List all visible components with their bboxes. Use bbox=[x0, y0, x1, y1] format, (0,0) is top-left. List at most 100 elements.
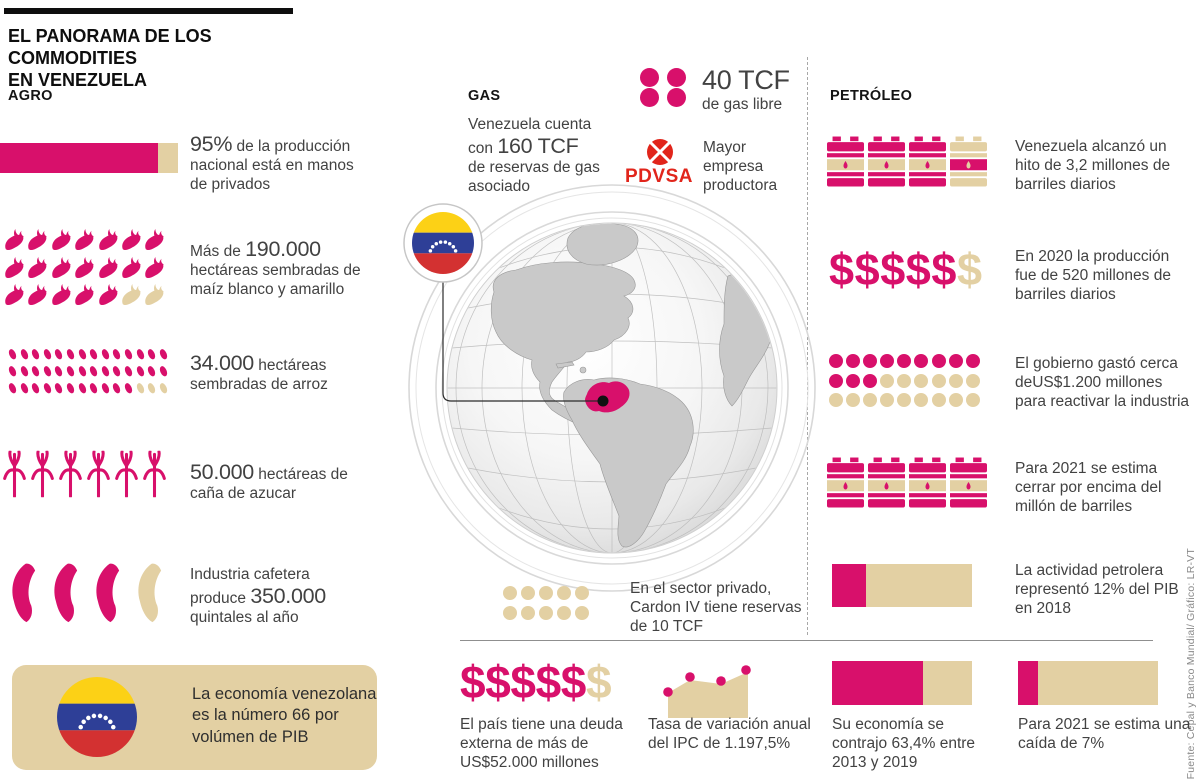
rice-icon bbox=[20, 364, 29, 379]
cardon-text: En el sector privado, Cardon IV tiene re… bbox=[630, 580, 802, 635]
venezuela-highlight bbox=[585, 381, 630, 413]
corn-icon bbox=[27, 255, 48, 280]
dot-icon bbox=[539, 606, 553, 620]
corn-icon bbox=[144, 227, 165, 252]
deuda-text: El país tiene una deuda externa de más d… bbox=[460, 716, 623, 771]
bottom-separator bbox=[460, 640, 1153, 641]
barrels-pictogram-hito bbox=[827, 136, 991, 187]
rice-icon bbox=[124, 381, 133, 396]
pib-bar bbox=[832, 564, 972, 607]
contraccion-bar bbox=[832, 661, 972, 705]
cane-icon bbox=[30, 448, 55, 500]
rice-icon bbox=[54, 381, 63, 396]
hito-text: Venezuela alcanzó un hito de 3,2 millone… bbox=[1015, 138, 1171, 193]
corn-icon bbox=[4, 255, 25, 280]
dots-pictogram-gasto bbox=[829, 354, 983, 413]
bean-icon bbox=[47, 561, 82, 625]
corn-icon bbox=[98, 282, 119, 307]
rice-icon bbox=[66, 364, 75, 379]
caida-bar bbox=[1018, 661, 1158, 705]
rice-icon bbox=[147, 381, 156, 396]
ipc-data-point bbox=[685, 672, 695, 682]
corn-icon bbox=[51, 255, 72, 280]
north-america bbox=[490, 261, 636, 427]
dot-icon bbox=[557, 606, 571, 620]
dot-icon bbox=[846, 393, 860, 407]
dot-icon bbox=[914, 393, 928, 407]
dollar-icon: $ bbox=[535, 656, 562, 708]
dot-icon bbox=[966, 354, 980, 368]
rice-icon bbox=[54, 347, 63, 362]
stat-number: 190.000 bbox=[245, 237, 321, 261]
location-dot bbox=[597, 395, 609, 407]
bean-icon bbox=[131, 561, 166, 625]
corn-icon bbox=[51, 227, 72, 252]
dollar-icon: $ bbox=[931, 244, 956, 295]
greenland bbox=[566, 223, 639, 266]
dot-icon bbox=[503, 606, 517, 620]
stat-number: 40 TCF bbox=[702, 65, 790, 95]
rice-icon bbox=[43, 381, 52, 396]
corn-icon bbox=[27, 227, 48, 252]
cane-icon bbox=[2, 448, 27, 500]
ipc-data-point bbox=[663, 687, 673, 697]
dot-icon bbox=[880, 354, 894, 368]
dot-icon bbox=[829, 393, 843, 407]
corn-icon bbox=[27, 282, 48, 307]
ipc-area bbox=[668, 672, 748, 718]
corn-icon bbox=[74, 227, 95, 252]
dot-icon bbox=[880, 393, 894, 407]
rice-icon bbox=[112, 364, 121, 379]
caida-text: Para 2021 se estima una caída de 7% bbox=[1018, 716, 1191, 752]
rice-icon bbox=[124, 364, 133, 379]
gas-reserves-text: Venezuela cuenta con 160 TCF de reservas… bbox=[468, 116, 600, 195]
barrels-pictogram-2021 bbox=[827, 457, 991, 508]
cane-icon bbox=[114, 448, 139, 500]
dollar-icon: $ bbox=[829, 244, 854, 295]
rice-icon bbox=[78, 347, 87, 362]
rice-icon bbox=[147, 347, 156, 362]
venezuela-flag-badge bbox=[412, 212, 474, 274]
stat-number: 95% bbox=[190, 132, 233, 156]
rice-icon bbox=[89, 381, 98, 396]
stat-number: 160 TCF bbox=[497, 133, 579, 158]
cane-icon bbox=[58, 448, 83, 500]
section-header-gas: GAS bbox=[468, 88, 501, 104]
ipc-data-point bbox=[741, 665, 751, 675]
south-america bbox=[563, 377, 694, 548]
dot-icon bbox=[949, 374, 963, 388]
barrel-icon bbox=[950, 457, 987, 508]
globe-map bbox=[403, 184, 816, 592]
globe-rings bbox=[408, 184, 816, 592]
rice-icon bbox=[31, 364, 40, 379]
barrel-icon bbox=[827, 136, 864, 187]
page-title: EL PANORAMA DE LOS COMMODITIES EN VENEZU… bbox=[8, 26, 338, 92]
dot-icon bbox=[829, 374, 843, 388]
cane-icon bbox=[142, 448, 167, 500]
rice-text: 34.000 hectáreas sembradas de arroz bbox=[190, 351, 328, 393]
rice-icon bbox=[66, 347, 75, 362]
rice-icon bbox=[20, 381, 29, 396]
ipc-area-chart bbox=[655, 662, 751, 723]
private-production-text: 95% de la producción nacional está en ma… bbox=[190, 132, 354, 193]
coffee-text: Industria cafetera produce 350.000 quint… bbox=[190, 566, 326, 626]
bar-fill bbox=[0, 143, 159, 173]
dot-icon bbox=[846, 354, 860, 368]
dot-icon bbox=[932, 354, 946, 368]
dot-icon bbox=[949, 393, 963, 407]
dot-icon bbox=[557, 586, 571, 600]
corn-icon bbox=[144, 282, 165, 307]
venezuela-flag-icon bbox=[57, 677, 137, 757]
dollar-icon: $ bbox=[485, 656, 511, 708]
stat-number: 50.000 bbox=[190, 460, 254, 484]
rice-icon bbox=[8, 381, 17, 396]
dollar-icon: $ bbox=[585, 656, 612, 708]
dot-icon bbox=[897, 354, 911, 368]
dot-icon bbox=[521, 586, 535, 600]
corn-icon bbox=[121, 282, 142, 307]
free-gas-pictogram bbox=[640, 68, 694, 108]
bar-fill bbox=[832, 564, 866, 607]
stat-number: 34.000 bbox=[190, 351, 254, 375]
dot-icon bbox=[914, 374, 928, 388]
corn-icon bbox=[74, 282, 95, 307]
